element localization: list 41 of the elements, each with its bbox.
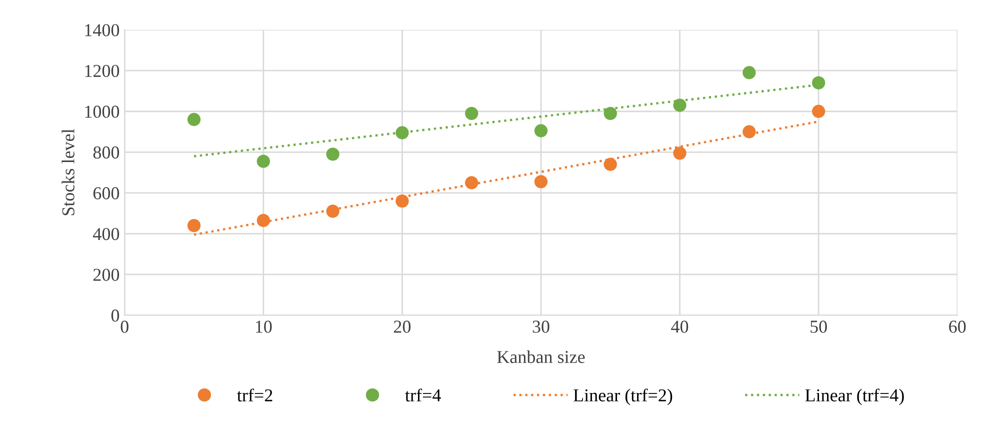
point — [396, 194, 409, 208]
point — [742, 66, 756, 80]
y-tick-label: 400 — [93, 228, 120, 240]
legend-label: trf=4 — [405, 388, 441, 402]
x-tick-label: 60 — [949, 320, 966, 333]
point — [673, 98, 686, 112]
point — [326, 204, 340, 218]
x-tick-label: 0 — [120, 320, 128, 333]
y-tick-label: 1000 — [85, 106, 120, 118]
point — [742, 125, 756, 138]
y-tick-label: 0 — [111, 309, 120, 322]
point — [465, 106, 478, 120]
legend-label: Linear (trf=4) — [805, 388, 904, 406]
y-tick-label: 800 — [93, 146, 120, 159]
point — [673, 146, 686, 160]
x-axis-title: Kanban size — [497, 350, 585, 364]
point — [256, 154, 270, 168]
legend-label: trf=2 — [237, 388, 272, 402]
point — [326, 148, 340, 161]
point — [534, 124, 548, 138]
point — [812, 104, 826, 118]
y-tick-label: 200 — [93, 268, 120, 281]
x-tick-label: 50 — [810, 320, 827, 333]
point — [187, 112, 201, 126]
y-axis-title: Stocks level — [62, 129, 74, 216]
point — [465, 176, 478, 190]
point — [187, 218, 201, 232]
point — [812, 76, 826, 90]
x-tick-label: 10 — [256, 320, 272, 333]
point — [604, 106, 617, 120]
legend-label: Linear (trf=2) — [574, 388, 672, 406]
x-tick-label: 40 — [671, 320, 688, 333]
y-tick-label: 1200 — [85, 64, 120, 78]
y-tick-label: 600 — [93, 187, 120, 200]
y-tick-label: 1400 — [85, 24, 120, 36]
point — [604, 158, 617, 171]
point — [534, 175, 548, 188]
x-tick-label: 20 — [394, 320, 411, 333]
point — [396, 126, 409, 140]
point — [256, 214, 270, 228]
x-tick-label: 30 — [532, 320, 550, 333]
